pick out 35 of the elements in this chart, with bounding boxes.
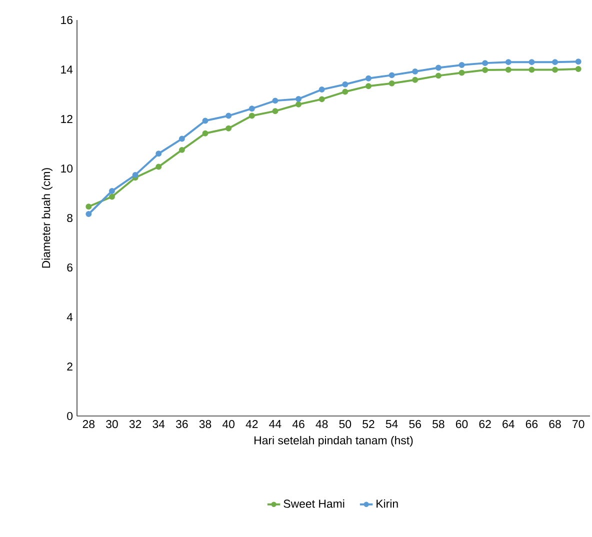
x-tick-label: 48 [316, 420, 328, 428]
x-tick-label: 36 [176, 420, 188, 428]
y-tick-label: 2 [67, 362, 72, 370]
x-tick-label: 68 [549, 420, 561, 428]
y-tick-label: 10 [61, 164, 73, 173]
y-tick-label: 0 [67, 412, 73, 420]
x-tick-label: 70 [572, 420, 584, 428]
x-tick-label: 54 [386, 420, 398, 428]
legend-label: Kirin [376, 499, 398, 508]
y-tick-label: 14 [61, 66, 73, 74]
y-tick-label: 4 [66, 313, 73, 321]
y-tick-label: 12 [61, 115, 72, 123]
x-tick-label: 62 [479, 420, 491, 428]
x-tick-label: 34 [152, 420, 165, 428]
x-tick-label: 52 [362, 420, 374, 428]
x-tick-label: 46 [292, 420, 304, 428]
x-tick-label: 38 [199, 420, 212, 428]
x-tick-label: 40 [222, 420, 234, 428]
x-tick-label: 58 [432, 420, 444, 428]
y-tick-label: 8 [67, 214, 72, 222]
x-tick-label: 56 [409, 420, 421, 428]
x-tick-label: 28 [82, 420, 95, 428]
x-tick-label: 60 [456, 420, 468, 428]
x-tick-label: 50 [339, 420, 352, 428]
y-tick-label: 16 [61, 16, 72, 24]
x-tick-label: 42 [246, 420, 258, 428]
y-axis-title: Diameter buah (cm) [42, 168, 52, 268]
x-tick-label: 32 [129, 420, 142, 428]
x-tick-label: 30 [106, 420, 118, 428]
x-tick-label: 64 [502, 420, 514, 428]
legend-label: Sweet Hami [284, 499, 344, 508]
x-tick-label: 66 [526, 420, 538, 428]
y-tick-label: 6 [67, 263, 72, 272]
x-axis-title: Hari setelah pindah tanam (hst) [254, 436, 413, 447]
x-tick-label: 44 [269, 420, 282, 428]
